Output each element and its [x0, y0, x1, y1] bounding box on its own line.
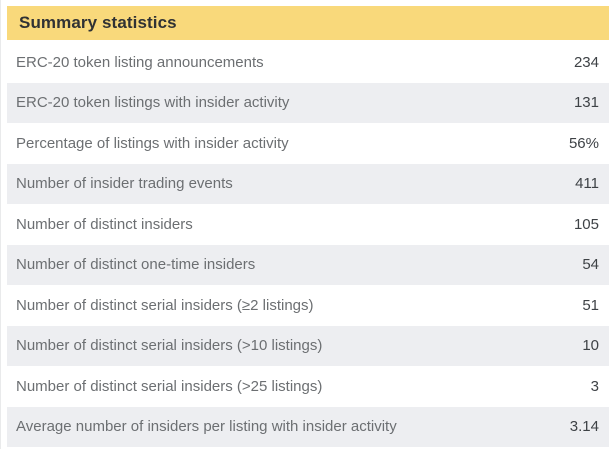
row-value: 131: [573, 94, 599, 112]
table-row: Number of distinct serial insiders (>25 …: [7, 366, 609, 407]
table-row: Number of insider trading events 411: [7, 163, 609, 204]
row-value: 10: [582, 337, 599, 355]
table-row: Number of distinct insiders 105: [7, 204, 609, 245]
row-value: 105: [573, 215, 599, 233]
row-value: 411: [575, 175, 599, 193]
row-value: 54: [582, 256, 599, 274]
table-row: Average number of insiders per listing w…: [7, 406, 609, 447]
table-row: Number of distinct one-time insiders 54: [7, 244, 609, 285]
row-value: 51: [582, 296, 599, 314]
row-value: 234: [573, 53, 599, 71]
row-value: 3.14: [569, 418, 599, 436]
table-row: Number of distinct serial insiders (≥2 l…: [7, 285, 609, 326]
row-value: 56%: [568, 134, 599, 152]
summary-statistics-card: Summary statistics ERC-20 token listing …: [7, 6, 609, 447]
row-label: Percentage of listings with insider acti…: [16, 134, 289, 152]
row-label: Average number of insiders per listing w…: [16, 418, 397, 436]
row-label: Number of distinct insiders: [16, 215, 193, 233]
page-edge-line: [0, 0, 1, 449]
row-value: 3: [590, 377, 599, 395]
row-label: Number of distinct serial insiders (>10 …: [16, 337, 323, 355]
row-label: ERC-20 token listing announcements: [16, 53, 264, 71]
row-label: Number of distinct one-time insiders: [16, 256, 256, 274]
table-row: Percentage of listings with insider acti…: [7, 123, 609, 164]
stats-table: ERC-20 token listing announcements 234 ERC…: [7, 42, 609, 447]
row-label: Number of distinct serial insiders (≥2 l…: [16, 296, 314, 314]
table-row: ERC-20 token listing announcements 234: [7, 42, 609, 83]
table-row: Number of distinct serial insiders (>10 …: [7, 325, 609, 366]
row-label: Number of distinct serial insiders (>25 …: [16, 377, 323, 395]
card-title: Summary statistics: [19, 13, 177, 32]
row-label: Number of insider trading events: [16, 175, 233, 193]
table-row: ERC-20 token listings with insider activ…: [7, 82, 609, 123]
row-label: ERC-20 token listings with insider activ…: [16, 94, 290, 112]
card-header: Summary statistics: [7, 6, 609, 40]
